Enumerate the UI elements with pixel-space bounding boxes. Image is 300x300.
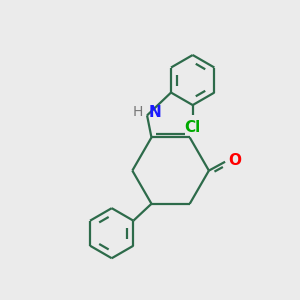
Text: H: H — [132, 105, 142, 119]
Text: N: N — [148, 105, 161, 120]
Text: O: O — [229, 153, 242, 168]
Text: Cl: Cl — [184, 120, 201, 135]
